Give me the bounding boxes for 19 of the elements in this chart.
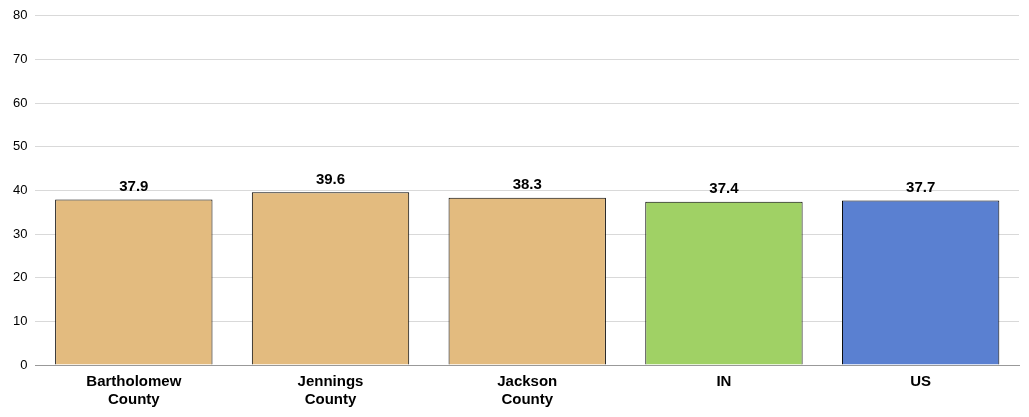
y-tick-label: 0 xyxy=(20,356,28,372)
y-tick-label: 50 xyxy=(12,138,28,154)
x-tick-label: Jennings County xyxy=(297,372,364,408)
y-tick-label: 60 xyxy=(12,94,28,110)
data-label: 38.3 xyxy=(512,175,542,193)
x-tick-label: Jackson County xyxy=(497,372,558,408)
y-tick-label: 40 xyxy=(12,181,28,197)
data-label: 37.9 xyxy=(119,177,149,195)
data-label: 37.7 xyxy=(906,178,936,196)
y-tick-label: 20 xyxy=(12,269,28,285)
y-tick-label: 70 xyxy=(12,51,28,67)
y-tick-label: 80 xyxy=(12,7,28,23)
x-tick-label: Bartholomew County xyxy=(86,372,182,408)
y-tick-label: 10 xyxy=(12,312,28,328)
x-tick-label: IN xyxy=(716,372,732,390)
data-label: 39.6 xyxy=(315,169,346,187)
y-tick-label: 30 xyxy=(12,225,28,241)
data-label: 37.4 xyxy=(709,179,740,197)
x-tick-label: US xyxy=(910,372,932,390)
